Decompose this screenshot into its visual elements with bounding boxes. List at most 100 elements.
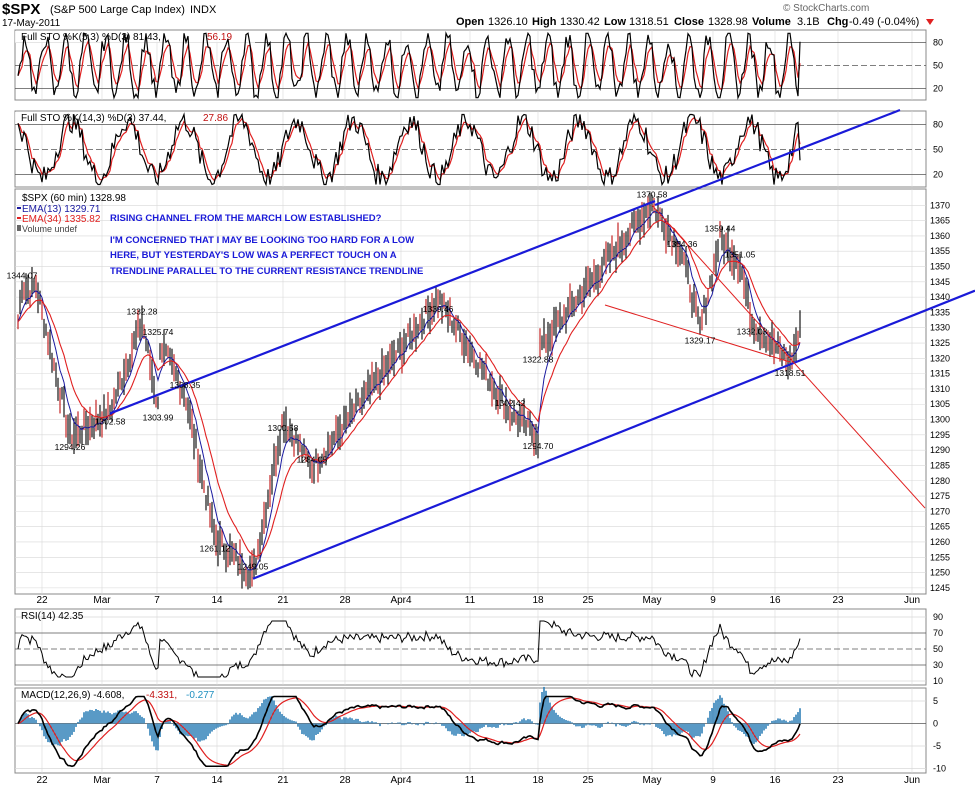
price-tick-label: 1295: [930, 430, 950, 440]
open-label: Open: [456, 16, 484, 28]
sto1-k-line: [17, 30, 801, 100]
price-tick-label: 1345: [930, 277, 950, 287]
price-tick-label: 1255: [930, 552, 950, 562]
volume-value: 3.1B: [797, 16, 820, 28]
chart-date: 17-May-2011: [2, 18, 61, 29]
price-value-label: 1249.05: [238, 561, 269, 571]
price-value-label: 1284.05: [297, 454, 328, 464]
price-tick-label: 1250: [930, 568, 950, 578]
price-value-label: 1303.99: [143, 412, 174, 422]
price-value-label: 1318.51: [775, 368, 806, 378]
high-value: 1330.42: [560, 16, 600, 28]
macd-label: MACD(12,26,9) -4.608,: [21, 690, 124, 701]
x-axis-labels: 22 22 Mar Mar 7 7 14 14 21 21 28 28 Apr4 Apr4 11 11 18 18…: [36, 595, 920, 786]
price-value-label: 1261.12: [200, 544, 231, 554]
price-value-label: 1370.58: [637, 190, 668, 200]
sto2-tick-label: 50: [933, 145, 943, 155]
x-axis-label: Jun: [904, 595, 920, 606]
x-axis-label: 28: [339, 595, 351, 606]
price-value-label: 1332.03: [737, 327, 768, 337]
rsi-tick-label: 10: [933, 676, 943, 686]
rsi-tick-label: 90: [933, 612, 943, 622]
x-axis-label: Apr4: [390, 775, 412, 786]
price-tick-label: 1305: [930, 399, 950, 409]
symbol-name: (S&P 500 Large Cap Index): [50, 4, 185, 16]
macd-hist-value: -0.277: [186, 690, 215, 701]
low-label: Low: [604, 16, 626, 28]
upper-channel-extension: [654, 108, 901, 207]
sto2-tick-label: 20: [933, 170, 943, 180]
price-tick-label: 1310: [930, 384, 950, 394]
price-tick-label: 1330: [930, 323, 950, 333]
x-axis-label: 14: [211, 775, 223, 786]
upper-channel-trendline: [109, 200, 656, 415]
rsi-tick-label: 30: [933, 660, 943, 670]
price-tick-label: 1290: [930, 445, 950, 455]
annotation-line-2: I'M CONCERNED THAT I MAY BE LOOKING TOO …: [110, 235, 414, 246]
annotation-line-4: TRENDLINE PARALLEL TO THE CURRENT RESIST…: [110, 266, 423, 277]
open-value: 1326.10: [488, 16, 528, 28]
macd-tick-label: 0: [933, 719, 938, 729]
x-axis-label: 7: [154, 775, 160, 786]
x-axis-label: 14: [211, 595, 223, 606]
x-axis-label: 22: [36, 775, 48, 786]
sto1-tick-label: 20: [933, 84, 943, 94]
price-value-label: 1351.05: [725, 249, 756, 259]
sto2-tick-label: 80: [933, 120, 943, 130]
price-tick-label: 1350: [930, 262, 950, 272]
x-axis-label: May: [643, 775, 662, 786]
x-axis-label: 9: [710, 775, 716, 786]
chg-value: -0.49 (-0.04%): [849, 16, 919, 28]
macd-panel: [14, 687, 927, 774]
parallel-support-trendline: [604, 304, 791, 363]
grid-lines: [15, 30, 926, 773]
price-value-label: 1302.58: [95, 417, 126, 427]
exchange: INDX: [190, 4, 217, 16]
rsi-panel: [14, 608, 927, 686]
rsi-label: RSI(14) 42.35: [21, 611, 84, 622]
x-axis-label: Jun: [904, 775, 920, 786]
price-value-label: 1344.07: [7, 271, 38, 281]
sto1-label: Full STO %K(5,3) %D(3) 81.43,: [21, 32, 161, 43]
price-panel: [14, 188, 927, 595]
price-tick-label: 1245: [930, 583, 950, 593]
price-tick-label: 1275: [930, 491, 950, 501]
x-axis-label: 21: [277, 595, 289, 606]
x-axis-label: 25: [582, 595, 594, 606]
x-axis-label: 16: [769, 595, 781, 606]
x-axis-label: 11: [465, 595, 476, 606]
sto1-panel: [14, 29, 927, 101]
annotation-line-3: HERE, BUT YESTERDAY'S LOW WAS A PERFECT …: [110, 250, 397, 261]
high-label: High: [532, 16, 557, 28]
x-axis-label: 25: [582, 775, 594, 786]
ema13-line: [17, 210, 801, 571]
macd-tick-label: -5: [933, 741, 941, 751]
x-axis-label: Mar: [93, 775, 111, 786]
price-tick-label: 1335: [930, 307, 950, 317]
annotation-line-1: RISING CHANNEL FROM THE MARCH LOW ESTABL…: [110, 213, 382, 224]
sto2-k-line: [17, 112, 801, 187]
sto2-d-value: 27.86: [203, 113, 228, 124]
sto1-tick-label: 80: [933, 38, 943, 48]
low-value: 1318.51: [629, 16, 669, 28]
price-tick-label: 1265: [930, 522, 950, 532]
x-axis-label: 22: [36, 595, 48, 606]
lower-channel-trendline: [252, 289, 975, 580]
price-tick-label: 1365: [930, 216, 950, 226]
x-axis-label: 18: [532, 775, 544, 786]
symbol: $SPX: [2, 1, 40, 18]
price-value-label: 1294.70: [523, 441, 554, 451]
price-value-label: 1359.44: [705, 224, 736, 234]
trendline-layer: [109, 108, 975, 580]
price-tick-label: 1360: [930, 231, 950, 241]
sto2-label: Full STO %K(14,3) %D(3) 37.44,: [21, 113, 166, 124]
x-axis-label: 16: [769, 775, 781, 786]
price-tick-label: 1340: [930, 292, 950, 302]
legend-ema34: EMA(34) 1335.82: [22, 214, 101, 225]
price-tick-label: 1300: [930, 415, 950, 425]
macd-signal-value: -4.331,: [146, 690, 177, 701]
series-layer: [17, 30, 801, 768]
price-title: $SPX (60 min) 1328.98: [22, 193, 126, 204]
price-value-label: 1339.46: [423, 304, 454, 314]
